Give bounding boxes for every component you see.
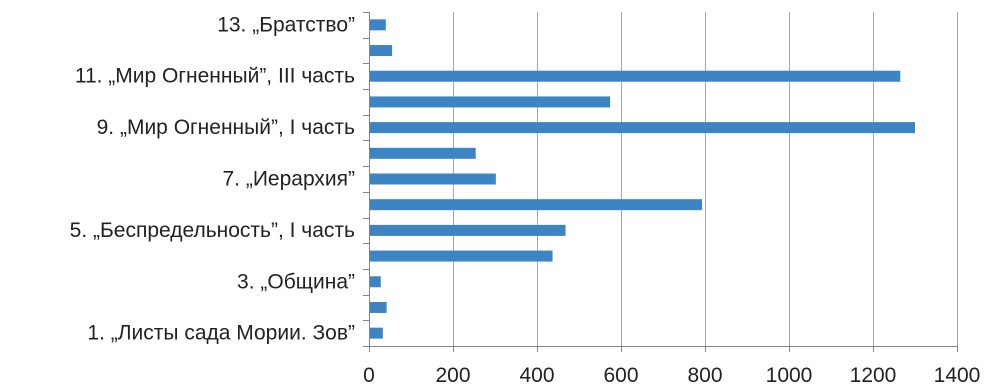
gridlines [453, 12, 958, 346]
x-tick-label-1000: 1000 [766, 364, 813, 387]
bar-2 [369, 301, 387, 313]
bars [369, 19, 915, 339]
bar-7 [369, 173, 496, 185]
x-tick-label-600: 600 [603, 364, 638, 387]
bar-9 [369, 122, 915, 134]
category-label-7: 7. „Иерархия” [222, 168, 355, 191]
category-label-5: 5. „Беспредельность”, I часть [70, 219, 355, 242]
bar-13 [369, 19, 386, 31]
x-tick-label-800: 800 [687, 364, 722, 387]
bar-10 [369, 96, 611, 108]
x-tick-label-400: 400 [519, 364, 554, 387]
x-tick-label-0: 0 [363, 364, 375, 387]
category-label-13: 13. „Братство” [217, 13, 355, 36]
category-labels: 1. „Листы сада Мории. Зов” 3. „Община” 5. … [70, 13, 355, 344]
x-tick-label-1200: 1200 [850, 364, 897, 387]
category-label-9: 9. „Мир Огненный”, I часть [97, 116, 355, 139]
axes [363, 12, 958, 352]
tick-labels: 0 200 400 600 800 1000 1200 1400 [363, 364, 980, 387]
bar-11 [369, 70, 901, 82]
bar-12 [369, 45, 393, 57]
category-label-11: 11. „Мир Огненный”, III часть [75, 65, 355, 88]
bar-3 [369, 276, 381, 288]
category-label-1: 1. „Листы сада Мории. Зов” [87, 322, 355, 345]
category-label-3: 3. „Община” [237, 270, 355, 293]
x-tick-label-200: 200 [435, 364, 470, 387]
bar-8 [369, 147, 476, 159]
x-tick-label-1400: 1400 [934, 364, 981, 387]
bar-1 [369, 327, 383, 339]
bar-5 [369, 224, 566, 236]
bar-4 [369, 250, 553, 262]
bar-6 [369, 199, 703, 211]
